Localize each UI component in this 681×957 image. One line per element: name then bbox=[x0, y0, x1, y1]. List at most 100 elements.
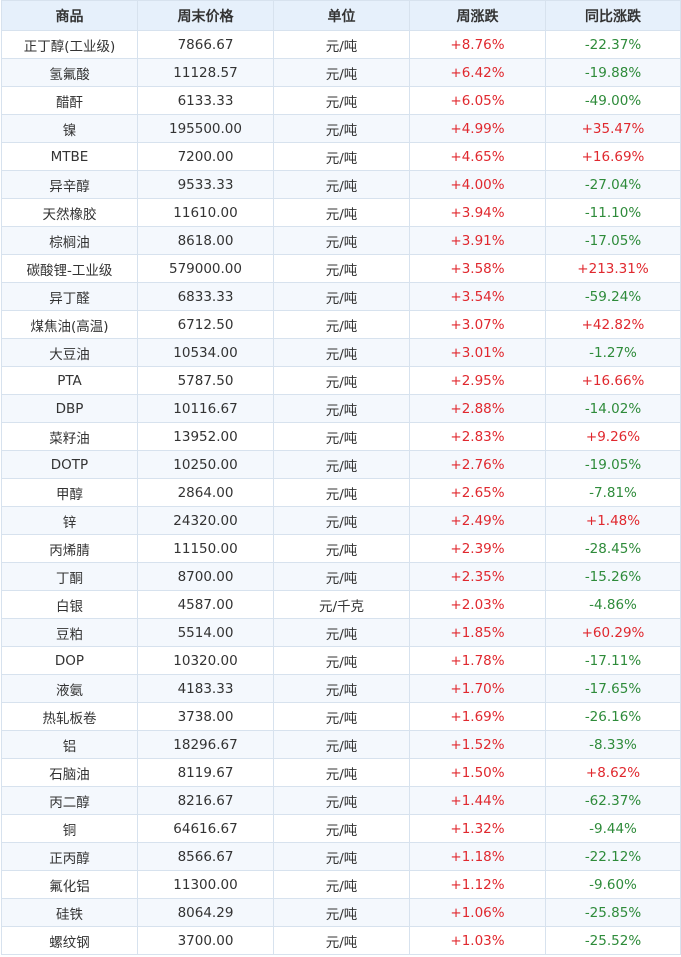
cell-unit: 元/吨 bbox=[273, 170, 410, 199]
cell-unit: 元/吨 bbox=[273, 338, 410, 367]
table-row: 锌 24320.00 元/吨 +2.49% +1.48% bbox=[1, 506, 681, 535]
cell-yoy-change: +213.31% bbox=[545, 254, 681, 283]
cell-unit: 元/吨 bbox=[273, 450, 410, 479]
cell-commodity: 丙烯腈 bbox=[1, 534, 138, 563]
table-row: 碳酸锂-工业级 579000.00 元/吨 +3.58% +213.31% bbox=[1, 254, 681, 283]
cell-weekly-change: +2.83% bbox=[409, 422, 546, 451]
table-row: 螺纹钢 3700.00 元/吨 +1.03% -25.52% bbox=[1, 926, 681, 955]
cell-unit: 元/吨 bbox=[273, 226, 410, 255]
cell-weekly-change: +3.01% bbox=[409, 338, 546, 367]
cell-unit: 元/吨 bbox=[273, 842, 410, 871]
cell-yoy-change: -17.05% bbox=[545, 226, 681, 255]
table-row: 异辛醇 9533.33 元/吨 +4.00% -27.04% bbox=[1, 170, 681, 199]
cell-weekly-change: +1.32% bbox=[409, 814, 546, 843]
cell-yoy-change: -26.16% bbox=[545, 702, 681, 731]
cell-unit: 元/吨 bbox=[273, 58, 410, 87]
cell-commodity: 正丁醇(工业级) bbox=[1, 30, 138, 59]
cell-commodity: 白银 bbox=[1, 590, 138, 619]
cell-weekly-change: +8.76% bbox=[409, 30, 546, 59]
cell-weekend-price: 10116.67 bbox=[137, 394, 274, 423]
table-row: 甲醇 2864.00 元/吨 +2.65% -7.81% bbox=[1, 478, 681, 507]
cell-yoy-change: -9.60% bbox=[545, 870, 681, 899]
cell-yoy-change: +1.48% bbox=[545, 506, 681, 535]
cell-commodity: 氢氟酸 bbox=[1, 58, 138, 87]
cell-weekend-price: 8566.67 bbox=[137, 842, 274, 871]
cell-yoy-change: -17.65% bbox=[545, 674, 681, 703]
cell-commodity: 石脑油 bbox=[1, 758, 138, 787]
table-row: MTBE 7200.00 元/吨 +4.65% +16.69% bbox=[1, 142, 681, 171]
table-row: DOP 10320.00 元/吨 +1.78% -17.11% bbox=[1, 646, 681, 675]
cell-unit: 元/吨 bbox=[273, 478, 410, 507]
cell-commodity: 豆粕 bbox=[1, 618, 138, 647]
table-row: 正丁醇(工业级) 7866.67 元/吨 +8.76% -22.37% bbox=[1, 30, 681, 59]
cell-unit: 元/吨 bbox=[273, 758, 410, 787]
cell-unit: 元/吨 bbox=[273, 86, 410, 115]
table-row: 丁酮 8700.00 元/吨 +2.35% -15.26% bbox=[1, 562, 681, 591]
table-row: 丙二醇 8216.67 元/吨 +1.44% -62.37% bbox=[1, 786, 681, 815]
cell-yoy-change: +42.82% bbox=[545, 310, 681, 339]
header-unit: 单位 bbox=[273, 0, 410, 31]
cell-weekly-change: +1.70% bbox=[409, 674, 546, 703]
cell-weekly-change: +1.44% bbox=[409, 786, 546, 815]
cell-commodity: 锌 bbox=[1, 506, 138, 535]
table-row: 热轧板卷 3738.00 元/吨 +1.69% -26.16% bbox=[1, 702, 681, 731]
cell-weekly-change: +3.54% bbox=[409, 282, 546, 311]
table-row: 豆粕 5514.00 元/吨 +1.85% +60.29% bbox=[1, 618, 681, 647]
cell-weekend-price: 7866.67 bbox=[137, 30, 274, 59]
cell-weekend-price: 11128.57 bbox=[137, 58, 274, 87]
cell-weekly-change: +6.42% bbox=[409, 58, 546, 87]
table-header: 商品 周末价格 单位 周涨跌 同比涨跌 bbox=[1, 0, 681, 31]
table-row: 异丁醛 6833.33 元/吨 +3.54% -59.24% bbox=[1, 282, 681, 311]
cell-weekend-price: 10534.00 bbox=[137, 338, 274, 367]
cell-unit: 元/吨 bbox=[273, 30, 410, 59]
cell-yoy-change: -7.81% bbox=[545, 478, 681, 507]
cell-commodity: 天然橡胶 bbox=[1, 198, 138, 227]
cell-weekend-price: 24320.00 bbox=[137, 506, 274, 535]
cell-weekend-price: 6133.33 bbox=[137, 86, 274, 115]
cell-weekly-change: +2.35% bbox=[409, 562, 546, 591]
cell-weekly-change: +1.69% bbox=[409, 702, 546, 731]
cell-weekly-change: +1.78% bbox=[409, 646, 546, 675]
cell-unit: 元/吨 bbox=[273, 282, 410, 311]
cell-weekend-price: 3738.00 bbox=[137, 702, 274, 731]
cell-weekend-price: 8064.29 bbox=[137, 898, 274, 927]
cell-weekend-price: 8119.67 bbox=[137, 758, 274, 787]
cell-weekend-price: 9533.33 bbox=[137, 170, 274, 199]
cell-weekly-change: +3.94% bbox=[409, 198, 546, 227]
header-weekend-price: 周末价格 bbox=[137, 0, 274, 31]
cell-weekly-change: +1.52% bbox=[409, 730, 546, 759]
table-row: DOTP 10250.00 元/吨 +2.76% -19.05% bbox=[1, 450, 681, 479]
cell-weekly-change: +4.00% bbox=[409, 170, 546, 199]
cell-weekly-change: +2.88% bbox=[409, 394, 546, 423]
table-row: 大豆油 10534.00 元/吨 +3.01% -1.27% bbox=[1, 338, 681, 367]
cell-weekend-price: 10320.00 bbox=[137, 646, 274, 675]
cell-commodity: DBP bbox=[1, 394, 138, 423]
cell-weekly-change: +3.58% bbox=[409, 254, 546, 283]
cell-unit: 元/吨 bbox=[273, 646, 410, 675]
cell-yoy-change: -9.44% bbox=[545, 814, 681, 843]
cell-unit: 元/吨 bbox=[273, 702, 410, 731]
cell-weekend-price: 7200.00 bbox=[137, 142, 274, 171]
cell-weekly-change: +2.95% bbox=[409, 366, 546, 395]
cell-weekend-price: 10250.00 bbox=[137, 450, 274, 479]
cell-yoy-change: -27.04% bbox=[545, 170, 681, 199]
cell-weekend-price: 8618.00 bbox=[137, 226, 274, 255]
cell-unit: 元/吨 bbox=[273, 366, 410, 395]
table-body: 正丁醇(工业级) 7866.67 元/吨 +8.76% -22.37% 氢氟酸 11128.… bbox=[1, 30, 681, 955]
cell-unit: 元/吨 bbox=[273, 534, 410, 563]
cell-commodity: 硅铁 bbox=[1, 898, 138, 927]
cell-yoy-change: -19.05% bbox=[545, 450, 681, 479]
cell-weekly-change: +2.49% bbox=[409, 506, 546, 535]
cell-unit: 元/吨 bbox=[273, 898, 410, 927]
cell-commodity: 醋酐 bbox=[1, 86, 138, 115]
cell-yoy-change: -4.86% bbox=[545, 590, 681, 619]
table-row: DBP 10116.67 元/吨 +2.88% -14.02% bbox=[1, 394, 681, 423]
cell-commodity: 螺纹钢 bbox=[1, 926, 138, 955]
cell-weekend-price: 5787.50 bbox=[137, 366, 274, 395]
cell-commodity: 铜 bbox=[1, 814, 138, 843]
cell-weekend-price: 2864.00 bbox=[137, 478, 274, 507]
table-row: 菜籽油 13952.00 元/吨 +2.83% +9.26% bbox=[1, 422, 681, 451]
cell-yoy-change: -11.10% bbox=[545, 198, 681, 227]
cell-weekly-change: +2.03% bbox=[409, 590, 546, 619]
cell-commodity: 异辛醇 bbox=[1, 170, 138, 199]
